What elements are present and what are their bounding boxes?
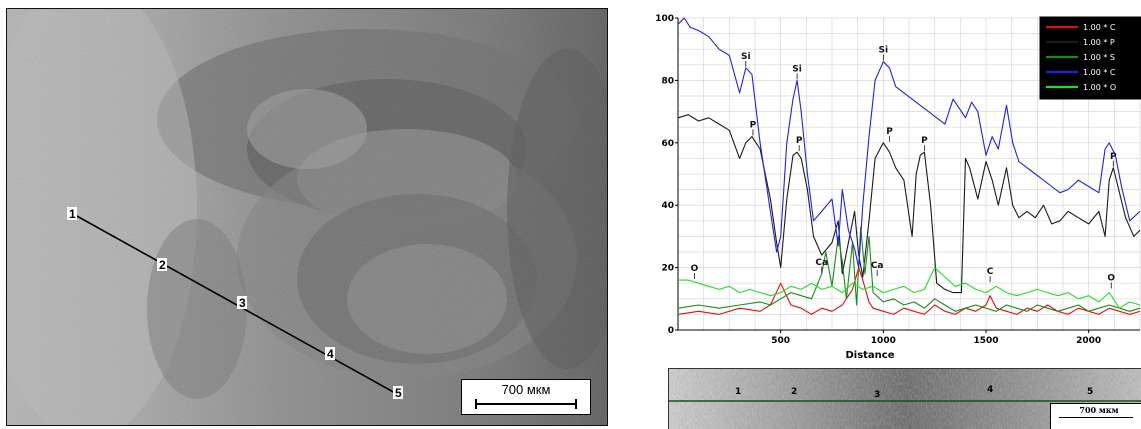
strip-scale-bar-line xyxy=(1059,417,1133,418)
scale-bar: 700 мкм xyxy=(461,379,591,415)
scan-point-5: 5 xyxy=(393,386,403,400)
peak-label: Ca xyxy=(815,258,828,268)
peak-label: Si xyxy=(792,64,802,74)
peak-label: O xyxy=(691,264,699,274)
chart-svg: 0 20 40 60 80 100 500 1000 1500 2000 Si Si Si P P P P P O… xyxy=(655,14,1141,361)
x-tick-label: 500 xyxy=(771,336,790,346)
series-line-2 xyxy=(677,114,1141,294)
peak-label: O xyxy=(1107,273,1115,283)
chart-axes: 0 20 40 60 80 100 500 1000 1500 2000 xyxy=(655,14,1140,346)
x-tick-label: 2000 xyxy=(1076,336,1101,346)
y-tick-label: 80 xyxy=(661,76,674,86)
series-line-4 xyxy=(677,17,1141,269)
peak-label: Ca xyxy=(871,261,884,271)
scale-bar-label: 700 мкм xyxy=(501,382,551,397)
svg-text:3: 3 xyxy=(239,296,246,310)
x-axis-title: Distance xyxy=(845,350,894,360)
series-line-3 xyxy=(677,226,1141,312)
strip-point-5: 5 xyxy=(1087,387,1093,397)
peak-label: Si xyxy=(741,52,751,62)
scan-point-4: 4 xyxy=(325,347,335,361)
chart-series xyxy=(677,17,1141,315)
chart-legend: 1.00 * C 1.00 * P 1.00 * S 1.00 * C 1.00 * O xyxy=(1039,16,1141,100)
svg-text:1: 1 xyxy=(69,207,76,221)
peak-label: P xyxy=(796,136,803,146)
y-tick-label: 100 xyxy=(655,14,674,24)
legend-entry: 1.00 * O xyxy=(1083,83,1116,92)
x-tick-label: 1000 xyxy=(871,336,896,346)
peak-label: C xyxy=(987,267,994,277)
scan-point-2: 2 xyxy=(157,258,167,272)
scan-point-1: 1 xyxy=(67,207,77,221)
peak-label: P xyxy=(1110,152,1117,162)
scan-strip-image: 1 2 3 4 5 700 мкм xyxy=(668,368,1141,429)
peak-label: P xyxy=(886,127,893,137)
series-line-5 xyxy=(678,267,1141,309)
svg-text:5: 5 xyxy=(395,386,402,400)
sem-micrograph: 1 2 3 4 5 700 мкм xyxy=(6,8,608,426)
legend-entry: 1.00 * C xyxy=(1083,68,1116,77)
y-tick-label: 0 xyxy=(668,326,674,336)
svg-text:2: 2 xyxy=(159,258,166,272)
scale-bar-line xyxy=(475,399,577,409)
x-tick-label: 1500 xyxy=(973,336,998,346)
linescan-chart: 0 20 40 60 80 100 500 1000 1500 2000 Si Si Si P P P P P O… xyxy=(648,0,1141,361)
peak-label: P xyxy=(921,136,928,146)
svg-text:4: 4 xyxy=(327,347,334,361)
legend-entry: 1.00 * C xyxy=(1083,23,1116,32)
y-tick-label: 60 xyxy=(661,139,674,149)
strip-point-1: 1 xyxy=(735,387,741,397)
scan-point-3: 3 xyxy=(237,296,247,310)
sem-image: 1 2 3 4 5 xyxy=(7,9,607,425)
strip-scale-bar-label: 700 мкм xyxy=(1079,405,1119,415)
strip-point-2: 2 xyxy=(791,387,797,397)
chart-peak-labels: Si Si Si P P P P P O Ca Ca C O xyxy=(691,46,1117,289)
y-tick-label: 20 xyxy=(661,264,674,274)
legend-entry: 1.00 * P xyxy=(1083,38,1115,47)
y-tick-label: 40 xyxy=(661,201,674,211)
scan-line xyxy=(74,214,398,395)
peak-label: Si xyxy=(879,46,889,56)
peak-label: P xyxy=(750,121,757,131)
strip-point-3: 3 xyxy=(874,390,880,400)
strip-scale-bar: 700 мкм xyxy=(1050,403,1141,429)
legend-entry: 1.00 * S xyxy=(1083,53,1115,62)
series-line-1 xyxy=(677,267,1141,315)
strip-point-4: 4 xyxy=(987,385,993,395)
